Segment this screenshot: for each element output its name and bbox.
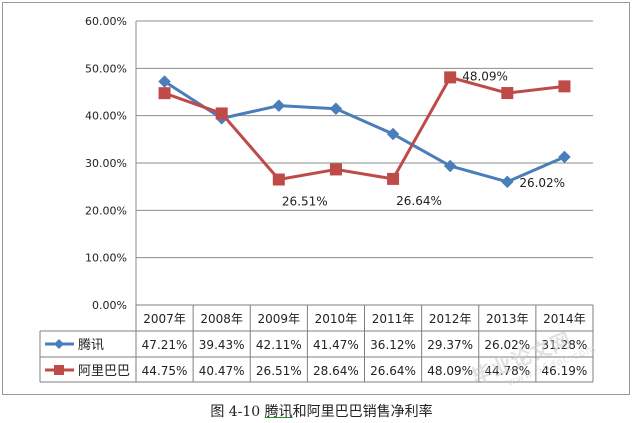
series-line <box>164 75 565 182</box>
figure-caption: 图 4-10 腾讯和阿里巴巴销售净利率 <box>0 401 643 421</box>
y-tick-label: 60.00% <box>85 15 127 28</box>
legend-marker <box>54 339 64 349</box>
data-point <box>500 175 514 189</box>
table-cell: 28.64% <box>313 364 359 378</box>
table-cell: 46.19% <box>542 364 588 378</box>
data-point <box>272 173 285 186</box>
table-cell: 47.21% <box>142 338 188 352</box>
table-cell: 39.43% <box>199 338 245 352</box>
table-cell: 26.51% <box>256 364 302 378</box>
y-tick-label: 40.00% <box>85 110 127 123</box>
series-line <box>163 80 566 184</box>
y-tick-label: 30.00% <box>85 157 127 170</box>
legend-marker <box>54 365 64 375</box>
data-point <box>501 87 514 100</box>
y-tick-label: 0.00% <box>92 299 127 312</box>
data-label: 48.09% <box>462 69 508 83</box>
x-tick-label: 2007年 <box>143 312 186 326</box>
table-cell: 40.47% <box>199 364 245 378</box>
data-point <box>387 172 400 185</box>
caption-underlined: 腾讯 <box>264 404 293 420</box>
data-point <box>158 87 171 100</box>
x-tick-label: 2014年 <box>543 312 586 326</box>
table-cell: 29.37% <box>427 338 473 352</box>
data-label: 26.02% <box>519 176 565 190</box>
y-tick-label: 50.00% <box>85 62 127 75</box>
table-cell: 26.64% <box>370 364 416 378</box>
x-tick-label: 2009年 <box>258 312 301 326</box>
chart-frame: 0.00% 10.00% 20.00% 30.00% 40.00% 50.00% 60.00… <box>2 2 630 395</box>
x-tick-label: 2012年 <box>429 312 472 326</box>
data-point <box>215 107 228 120</box>
x-tick-label: 2008年 <box>200 312 243 326</box>
y-tick-label: 10.00% <box>85 252 127 265</box>
table-cell: 36.12% <box>370 338 416 352</box>
caption-prefix: 图 4-10 <box>210 404 265 420</box>
data-point <box>558 150 571 164</box>
table-cell: 48.09% <box>427 364 473 378</box>
data-label: 26.51% <box>282 195 328 209</box>
data-point <box>443 159 457 173</box>
data-point <box>444 71 457 84</box>
table-cell: 42.11% <box>256 338 302 352</box>
data-point <box>272 99 286 113</box>
data-point <box>558 80 571 93</box>
table-cell: 31.28% <box>542 338 588 352</box>
data-label: 26.64% <box>396 194 442 208</box>
data-point <box>329 163 342 176</box>
x-tick-label: 2013年 <box>486 312 529 326</box>
y-tick-label: 20.00% <box>85 204 127 217</box>
data-point <box>386 127 400 141</box>
table-cell: 26.02% <box>484 338 530 352</box>
x-tick-label: 2010年 <box>315 312 358 326</box>
table-cell: 41.47% <box>313 338 359 352</box>
legend-label: 阿里巴巴 <box>78 364 130 379</box>
x-tick-label: 2011年 <box>372 312 415 326</box>
data-point <box>329 102 343 116</box>
line-chart: 0.00% 10.00% 20.00% 30.00% 40.00% 50.00% 60.00… <box>39 15 594 383</box>
table-cell: 44.75% <box>142 364 188 378</box>
caption-suffix: 和阿里巴巴销售净利率 <box>292 404 433 420</box>
table-cell: 44.78% <box>484 364 530 378</box>
legend-label: 腾讯 <box>78 337 104 353</box>
